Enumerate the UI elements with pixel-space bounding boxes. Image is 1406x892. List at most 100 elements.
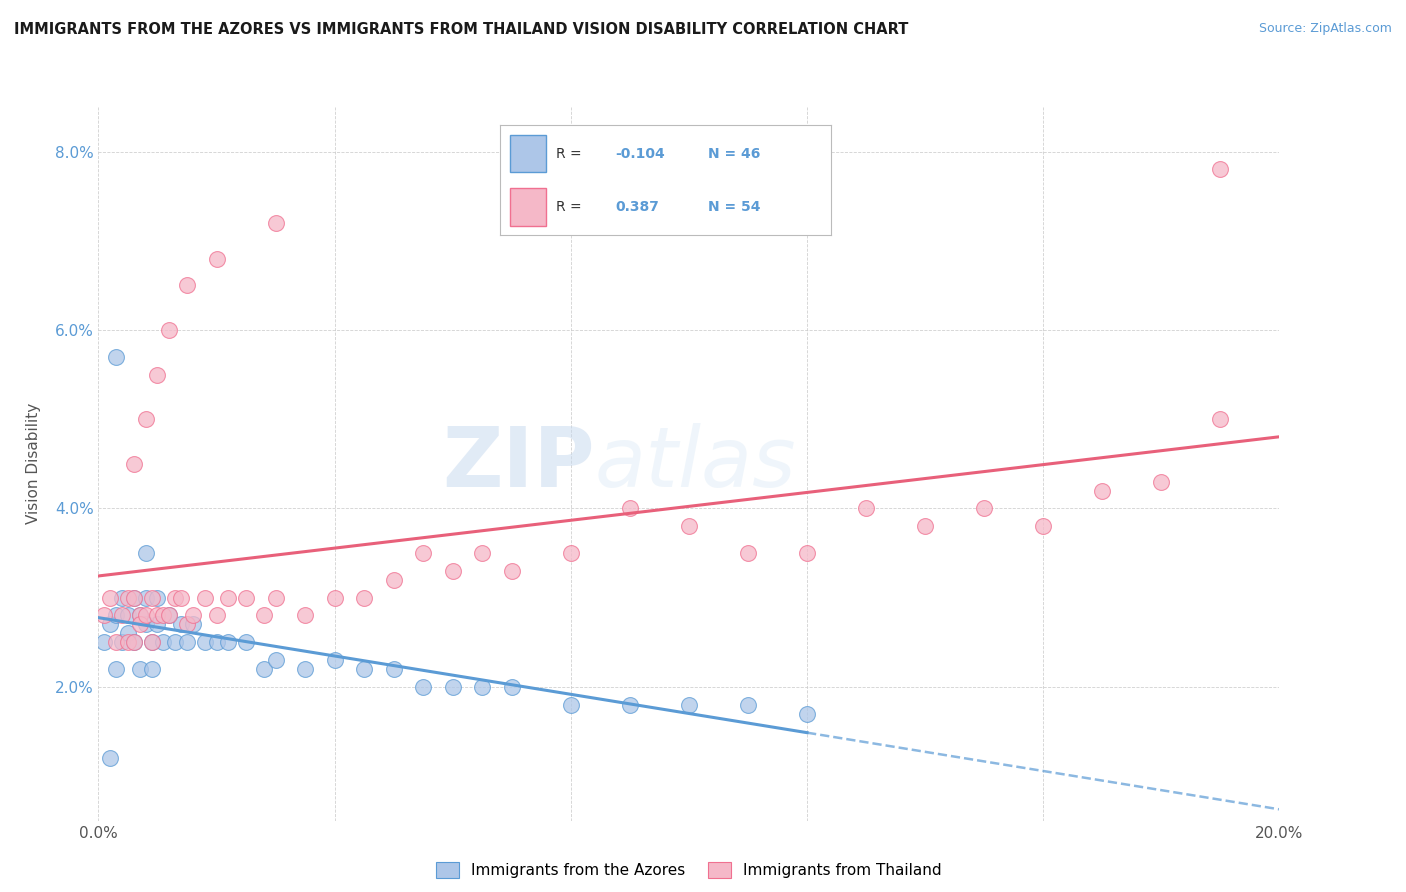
Point <box>205 635 228 649</box>
Point <box>146 608 169 623</box>
Point <box>194 591 217 605</box>
Point <box>105 635 128 649</box>
Point <box>294 662 316 676</box>
Point <box>141 635 163 649</box>
Point <box>855 501 877 516</box>
Text: ZIP: ZIP <box>441 424 595 504</box>
Point <box>122 635 145 649</box>
Point <box>678 519 700 533</box>
Point <box>170 591 193 605</box>
Point <box>353 662 375 676</box>
Point <box>146 617 169 632</box>
Point <box>264 591 287 605</box>
Point <box>98 617 121 632</box>
Text: IMMIGRANTS FROM THE AZORES VS IMMIGRANTS FROM THAILAND VISION DISABILITY CORRELA: IMMIGRANTS FROM THE AZORES VS IMMIGRANTS… <box>14 22 908 37</box>
Point <box>253 662 276 676</box>
Point <box>105 662 128 676</box>
Point <box>205 252 228 266</box>
Point <box>973 501 995 516</box>
Point <box>128 662 150 676</box>
Point <box>128 608 150 623</box>
Point <box>181 608 204 623</box>
Point <box>294 608 316 623</box>
Point <box>471 546 494 560</box>
Point <box>176 617 198 632</box>
Point <box>235 591 257 605</box>
Point <box>135 546 157 560</box>
Point <box>152 635 174 649</box>
Point <box>157 608 180 623</box>
Point <box>412 546 434 560</box>
Point <box>105 608 128 623</box>
Point <box>678 698 700 712</box>
Point <box>737 546 759 560</box>
Point <box>1032 519 1054 533</box>
Point <box>619 698 641 712</box>
Text: Source: ZipAtlas.com: Source: ZipAtlas.com <box>1258 22 1392 36</box>
Point <box>98 591 121 605</box>
Point <box>157 608 180 623</box>
Point <box>117 635 139 649</box>
Point <box>560 698 582 712</box>
Point <box>146 368 169 382</box>
Point <box>117 591 139 605</box>
Point <box>737 698 759 712</box>
Point <box>111 635 134 649</box>
Point <box>176 278 198 293</box>
Point <box>122 457 145 471</box>
Point <box>441 680 464 694</box>
Point <box>382 662 405 676</box>
Point <box>217 591 239 605</box>
Point <box>141 662 163 676</box>
Point <box>93 635 115 649</box>
Point <box>323 591 346 605</box>
Point <box>141 635 163 649</box>
Point <box>141 591 163 605</box>
Point <box>135 608 157 623</box>
Point <box>323 653 346 667</box>
Point <box>217 635 239 649</box>
Point <box>914 519 936 533</box>
Point <box>264 653 287 667</box>
Point <box>122 635 145 649</box>
Point <box>128 617 150 632</box>
Point <box>176 635 198 649</box>
Point <box>619 501 641 516</box>
Point <box>98 751 121 765</box>
Point <box>501 680 523 694</box>
Point <box>796 546 818 560</box>
Point <box>135 591 157 605</box>
Point <box>253 608 276 623</box>
Point <box>1209 412 1232 426</box>
Legend: Immigrants from the Azores, Immigrants from Thailand: Immigrants from the Azores, Immigrants f… <box>430 856 948 884</box>
Point <box>1091 483 1114 498</box>
Point <box>382 573 405 587</box>
Point <box>111 608 134 623</box>
Point <box>264 216 287 230</box>
Y-axis label: Vision Disability: Vision Disability <box>25 403 41 524</box>
Point <box>194 635 217 649</box>
Point <box>165 591 187 605</box>
Point <box>165 635 187 649</box>
Point <box>353 591 375 605</box>
Point <box>1209 162 1232 177</box>
Point <box>122 591 145 605</box>
Point <box>122 591 145 605</box>
Point <box>146 591 169 605</box>
Point <box>93 608 115 623</box>
Point <box>152 608 174 623</box>
Point <box>117 626 139 640</box>
Point <box>157 323 180 337</box>
Point <box>128 608 150 623</box>
Point <box>170 617 193 632</box>
Point <box>560 546 582 560</box>
Point <box>135 617 157 632</box>
Point <box>501 564 523 578</box>
Point <box>1150 475 1173 489</box>
Point <box>117 608 139 623</box>
Point <box>135 412 157 426</box>
Point <box>181 617 204 632</box>
Point <box>412 680 434 694</box>
Point <box>796 706 818 721</box>
Text: atlas: atlas <box>595 424 796 504</box>
